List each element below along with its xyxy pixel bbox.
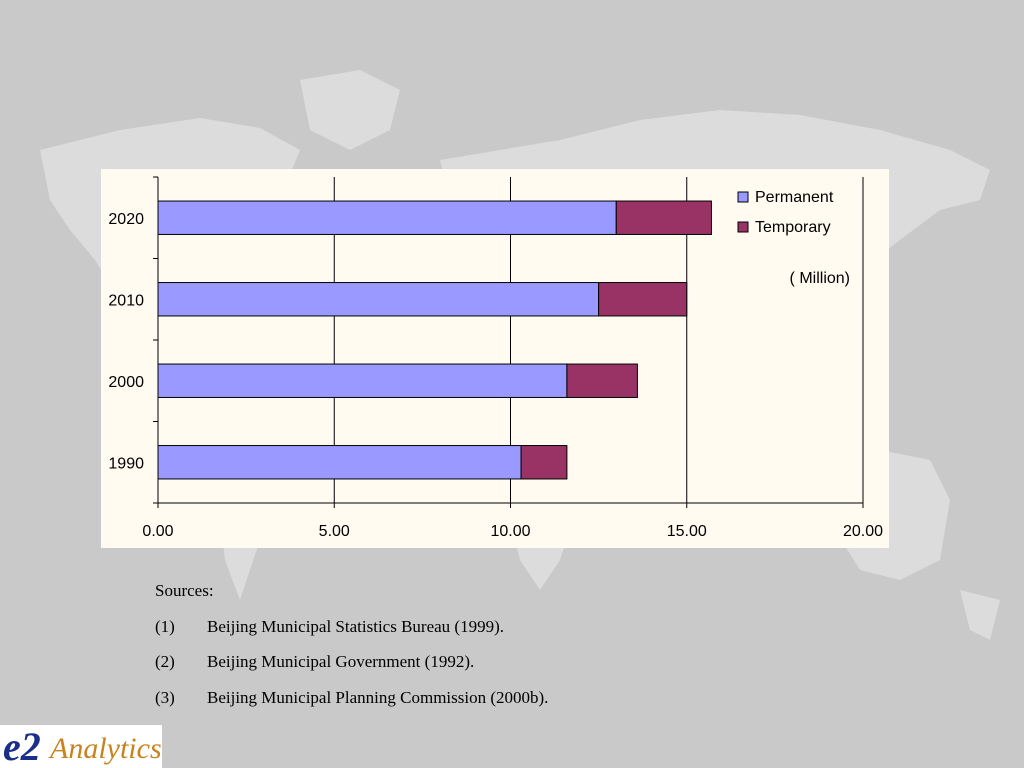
logo-mark: e2 (3, 725, 41, 768)
legend-swatch-temporary (737, 221, 749, 233)
x-tick-label: 10.00 (490, 523, 530, 540)
source-item: (1) Beijing Municipal Statistics Bureau (… (155, 617, 548, 653)
bar-permanent-2000 (157, 363, 568, 398)
x-tick-label: 20.00 (843, 523, 883, 540)
sources-block: Sources: (1) Beijing Municipal Statistics… (155, 581, 548, 723)
unit-label: ( Million) (790, 270, 850, 287)
y-category-label: 1990 (108, 455, 144, 472)
legend-label-permanent: Permanent (755, 189, 834, 206)
source-number: (1) (155, 616, 175, 636)
y-category-label: 2000 (108, 374, 144, 391)
legend-label-temporary: Temporary (755, 219, 831, 236)
y-category-label: 2010 (108, 292, 144, 309)
bar-temporary-2000 (566, 363, 638, 398)
chart-panel: 0.00 5.00 10.00 15.00 20.00 1990 2000 2010 2020 … (101, 169, 889, 548)
source-text: Beijing Municipal Government (1992). (207, 652, 475, 671)
legend-swatch-permanent (737, 191, 749, 203)
stacked-bar-chart: 0.00 5.00 10.00 15.00 20.001990200020102020 … (108, 176, 883, 540)
bar-temporary-2010 (598, 282, 688, 317)
sources-heading: Sources: (155, 581, 214, 600)
source-text: Beijing Municipal Planning Commission (2… (207, 687, 549, 707)
source-item: (3) Beijing Municipal Planning Commission… (155, 688, 548, 724)
source-number: (3) (155, 687, 175, 707)
logo-word: Analytics (48, 732, 162, 765)
bar-permanent-2010 (157, 282, 600, 317)
bar-permanent-1990 (157, 445, 522, 480)
y-category-label: 2020 (108, 211, 144, 228)
bar-permanent-2020 (157, 200, 617, 235)
x-tick-label: 5.00 (319, 523, 350, 540)
source-item: (2) Beijing Municipal Government (1992). (155, 652, 548, 688)
bar-temporary-1990 (520, 445, 568, 480)
e2-analytics-logo: e2 Analytics (0, 725, 162, 768)
x-tick-label: 0.00 (142, 523, 173, 540)
source-number: (2) (155, 652, 175, 671)
x-tick-label: 15.00 (667, 523, 707, 540)
source-text: Beijing Municipal Statistics Bureau (199… (207, 616, 504, 636)
bar-temporary-2020 (615, 200, 712, 235)
